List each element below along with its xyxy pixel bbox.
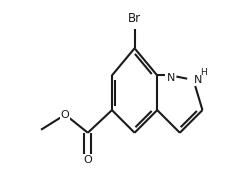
- Text: N: N: [166, 74, 175, 83]
- Text: Br: Br: [128, 12, 141, 25]
- Text: O: O: [61, 110, 69, 120]
- Text: H: H: [200, 68, 206, 77]
- Text: N: N: [194, 75, 203, 85]
- Text: O: O: [83, 155, 92, 165]
